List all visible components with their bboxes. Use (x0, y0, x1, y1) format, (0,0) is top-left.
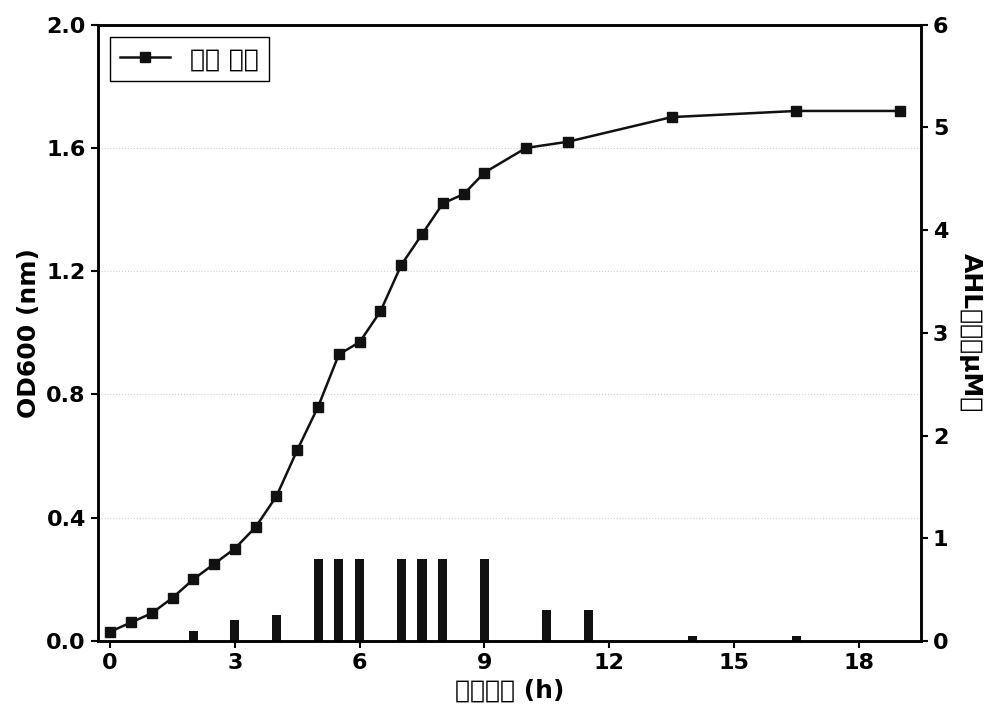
生长 曲线 (458, 190, 470, 198)
生长 曲线 (312, 403, 324, 411)
Y-axis label: AHL浓度（μM）: AHL浓度（μM） (959, 253, 983, 413)
生长 曲线 (894, 106, 906, 115)
生长 曲线 (187, 575, 199, 584)
Bar (189, 631, 198, 641)
生长 曲线 (104, 628, 116, 636)
Legend: 生长 曲线: 生长 曲线 (110, 37, 269, 81)
Bar (334, 559, 343, 641)
生长 曲线 (333, 350, 345, 359)
生长 曲线 (270, 492, 282, 500)
生长 曲线 (208, 559, 220, 568)
生长 曲线 (250, 523, 262, 531)
Bar (438, 559, 447, 641)
Bar (792, 636, 801, 641)
生长 曲线 (416, 230, 428, 239)
生长 曲线 (291, 446, 303, 454)
生长 曲线 (354, 338, 366, 347)
生长 曲线 (374, 307, 386, 316)
生长 曲线 (520, 144, 532, 152)
Bar (417, 559, 427, 641)
生长 曲线 (229, 544, 241, 553)
Bar (542, 610, 551, 641)
生长 曲线 (395, 261, 407, 270)
Bar (272, 615, 281, 641)
Bar (230, 620, 239, 641)
Bar (314, 559, 323, 641)
Bar (480, 559, 489, 641)
生长 曲线 (478, 168, 490, 177)
Bar (584, 610, 593, 641)
生长 曲线 (790, 106, 802, 115)
生长 曲线 (125, 618, 137, 627)
Bar (688, 636, 697, 641)
X-axis label: 培养时间 (h): 培养时间 (h) (455, 678, 564, 702)
生长 曲线 (666, 113, 678, 122)
Line: 生长 曲线: 生长 曲线 (105, 106, 905, 636)
生长 曲线 (167, 593, 179, 602)
Bar (397, 559, 406, 641)
Y-axis label: OD600 (nm): OD600 (nm) (17, 248, 41, 418)
生长 曲线 (437, 199, 449, 208)
生长 曲线 (562, 137, 574, 146)
生长 曲线 (146, 609, 158, 618)
Bar (355, 559, 364, 641)
